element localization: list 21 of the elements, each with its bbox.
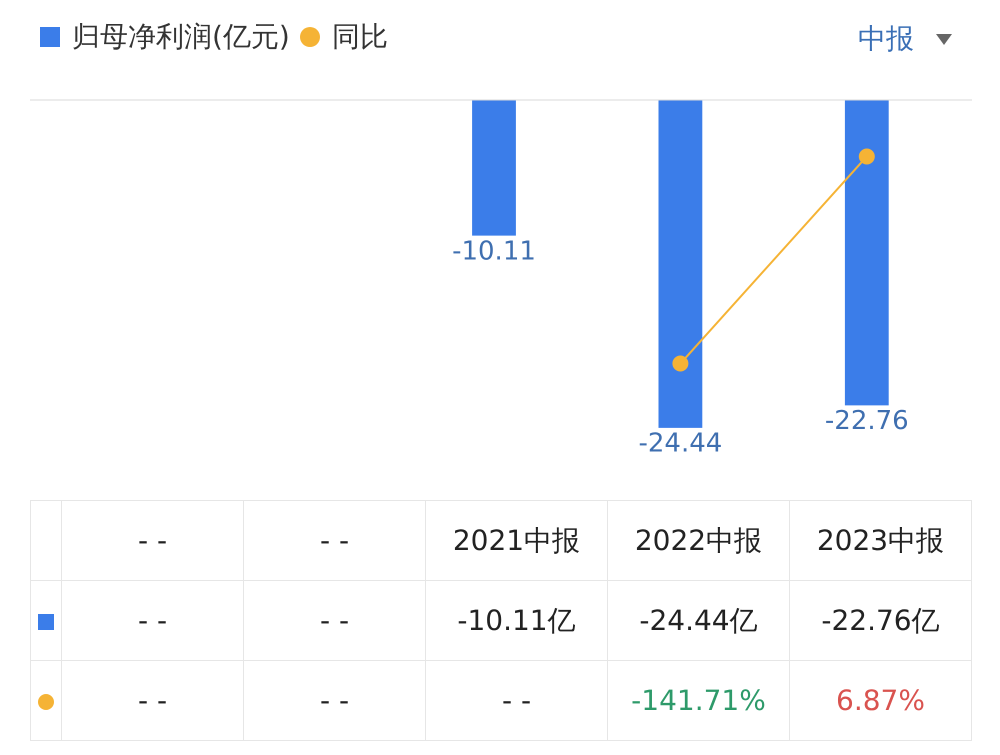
- annotation: -22.76: [824, 406, 909, 436]
- legend-label: 同比: [332, 19, 388, 55]
- text: - -: [138, 684, 168, 717]
- text: - -: [320, 684, 350, 717]
- annotation: -24.44: [638, 428, 722, 459]
- text: 中报: [858, 21, 914, 57]
- x-tick-label: 2023中报: [790, 500, 972, 580]
- x-tick-label: 2021中报: [426, 500, 608, 580]
- annotation: -10.11: [452, 236, 536, 266]
- text: - -: [502, 684, 532, 717]
- data-label: -10.11亿: [426, 580, 608, 660]
- data-label: -22.76亿: [790, 580, 972, 660]
- data-label: 6.87%: [790, 660, 972, 740]
- x-tick-label: 2022中报: [608, 500, 790, 580]
- data-label: -24.44亿: [608, 580, 790, 660]
- text: - -: [320, 604, 350, 637]
- legend-label: 归母净利润(亿元): [72, 19, 290, 55]
- data-label: -141.71%: [608, 660, 790, 740]
- text: - -: [138, 604, 168, 637]
- x-tick-label: - -: [244, 500, 426, 580]
- x-tick-label: - -: [62, 500, 244, 580]
